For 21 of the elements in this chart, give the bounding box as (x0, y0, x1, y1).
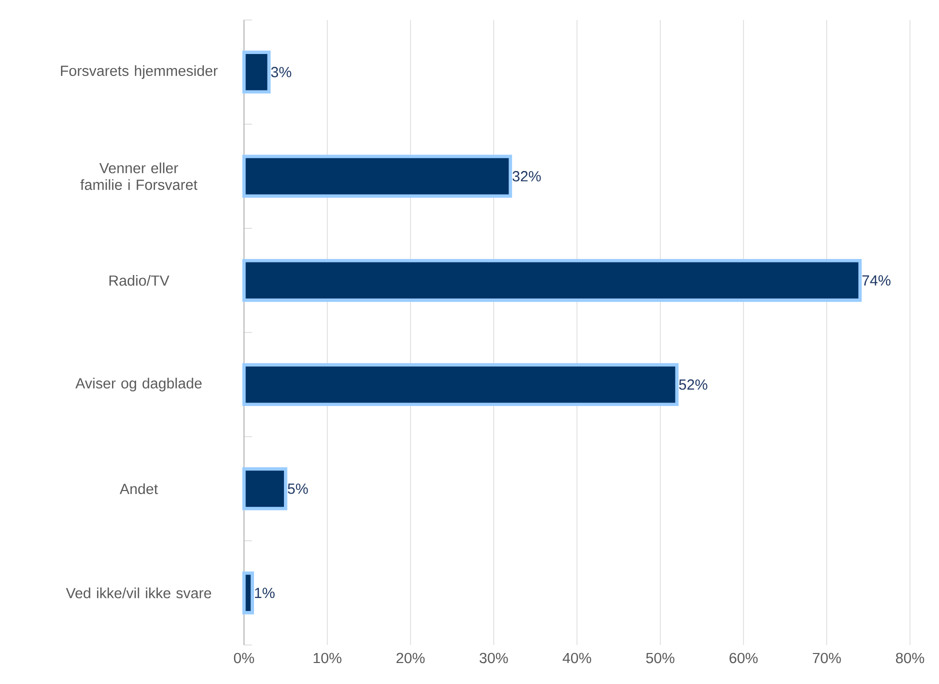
data-label: 1% (255, 588, 275, 598)
data-label: 5% (288, 484, 308, 494)
x-tick-label: 40% (562, 652, 592, 664)
x-tick-label: 10% (314, 652, 342, 664)
y-tick-label: Aviser og dagblade (75, 378, 202, 392)
y-tick-label: Andet (120, 483, 158, 494)
x-tick-label: 0% (234, 652, 254, 664)
data-label: 74% (862, 275, 890, 286)
x-tick-label: 70% (812, 652, 841, 664)
x-tick-label: 50% (646, 652, 674, 664)
y-tick-label: Venner eller familie i Forsvaret (80, 162, 198, 190)
x-tick-label: 20% (396, 652, 425, 664)
y-tick-label: Forsvarets hjemmesider (61, 65, 218, 79)
data-label: 32% (512, 171, 541, 182)
x-tick-label: 30% (480, 652, 508, 664)
x-tick-label: 60% (730, 652, 758, 664)
data-label: 52% (679, 379, 708, 390)
x-tick-label: 80% (896, 652, 924, 664)
y-tick-label: Ved ikke/vil ikke svare (66, 588, 212, 598)
data-label: 3% (271, 66, 292, 78)
y-tick-label: Radio/TV (109, 275, 170, 286)
